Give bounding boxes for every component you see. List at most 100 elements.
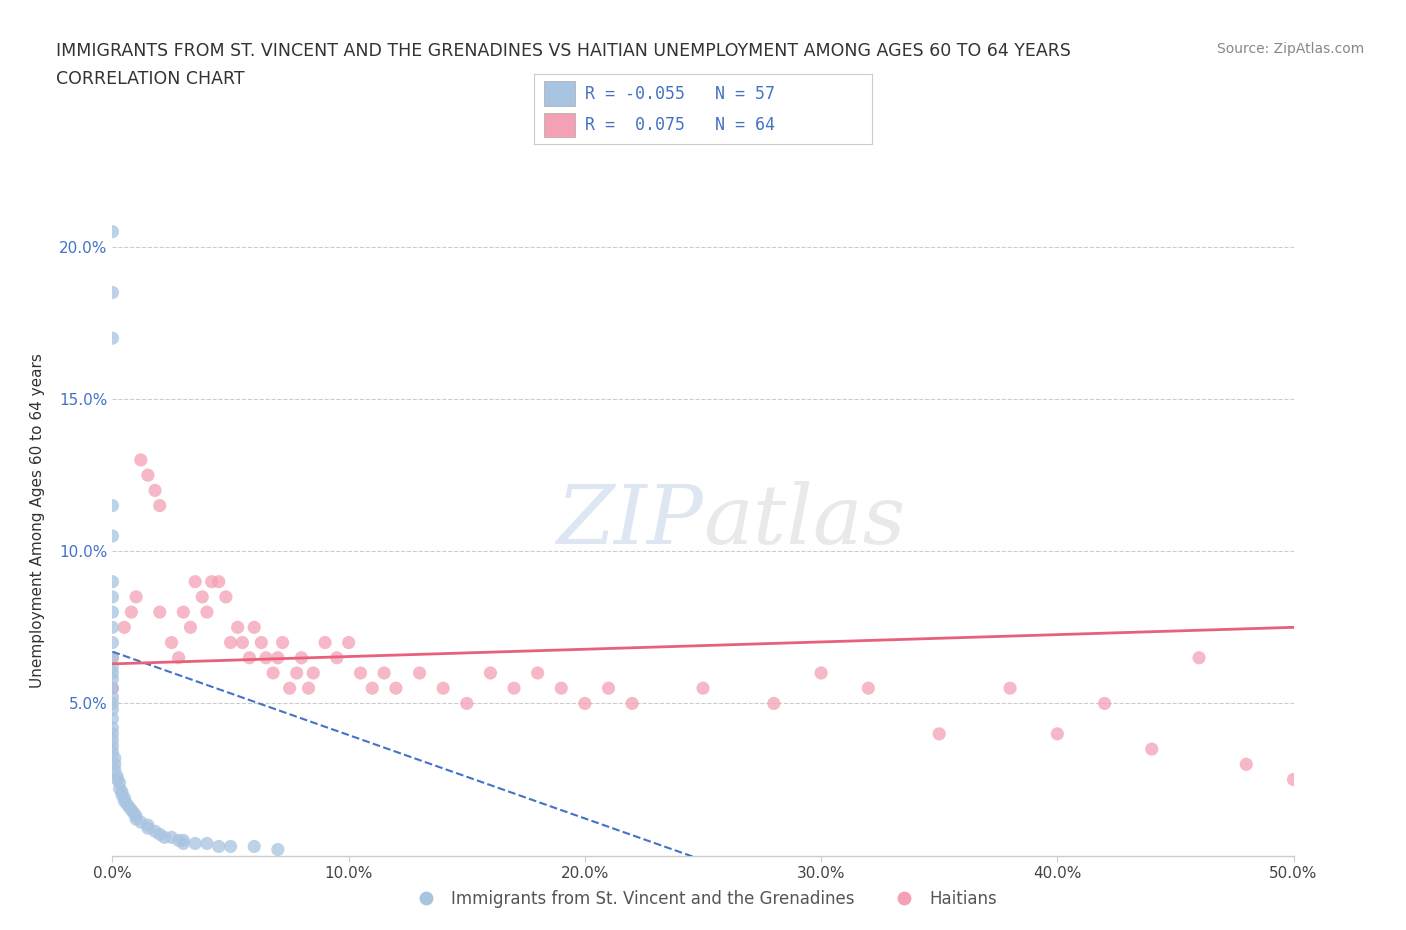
Point [858,681,880,696]
Point [250,635,273,650]
Point [101,690,124,705]
Point [101,733,124,748]
Point [101,590,124,604]
Point [262,666,284,681]
Point [267,650,290,665]
Point [231,635,253,650]
Point [153,830,176,844]
Point [105,772,128,787]
Point [278,681,301,696]
Point [172,833,194,848]
Text: IMMIGRANTS FROM ST. VINCENT AND THE GRENADINES VS HAITIAN UNEMPLOYMENT AMONG AGE: IMMIGRANTS FROM ST. VINCENT AND THE GREN… [56,42,1071,60]
Point [179,620,201,635]
Point [574,696,596,711]
Point [101,666,124,681]
Point [101,650,124,665]
Point [208,574,231,589]
Point [195,836,218,851]
Point [101,574,124,589]
Point [101,745,124,760]
Point [136,821,159,836]
Point [101,726,124,741]
Bar [544,82,575,106]
Point [160,830,183,844]
Bar [544,113,575,138]
Point [314,635,336,650]
Point [290,650,312,665]
Point [149,604,172,619]
Point [349,666,371,681]
Point [136,468,159,483]
Point [167,650,190,665]
Point [115,796,138,811]
Point [243,620,266,635]
Point [101,696,124,711]
Point [297,681,319,696]
Point [408,666,430,681]
Point [101,721,124,736]
Point [101,286,124,300]
Point [598,681,620,696]
Point [101,702,124,717]
Point [136,817,159,832]
Point [160,635,183,650]
Text: atlas: atlas [703,481,905,561]
Point [149,498,172,513]
Text: CORRELATION CHART: CORRELATION CHART [56,70,245,87]
Point [122,805,145,820]
Point [326,650,349,665]
Point [184,836,207,851]
Point [104,757,127,772]
Point [285,666,308,681]
Point [129,453,152,468]
Point [120,803,142,817]
Text: R = -0.055   N = 57: R = -0.055 N = 57 [585,85,775,102]
Point [337,635,360,650]
Point [267,842,290,857]
Point [101,671,124,686]
Point [101,738,124,753]
Point [120,604,142,619]
Point [456,696,478,711]
Point [762,696,785,711]
Point [1282,772,1305,787]
Point [195,604,218,619]
Point [1046,726,1069,741]
Point [219,635,242,650]
Point [105,769,128,784]
Point [125,812,148,827]
Point [149,827,172,842]
Point [302,666,325,681]
Point [112,793,135,808]
Point [928,726,950,741]
Point [101,498,124,513]
Point [112,790,135,805]
Point [101,659,124,674]
Text: Source: ZipAtlas.com: Source: ZipAtlas.com [1216,42,1364,56]
Point [219,839,242,854]
Point [1094,696,1116,711]
Point [129,815,152,830]
Point [1234,757,1257,772]
Point [112,620,135,635]
Point [101,650,124,665]
Point [108,781,131,796]
Point [254,650,277,665]
Point [479,666,502,681]
Point [101,711,124,726]
Point [201,574,224,589]
Point [167,833,190,848]
Point [101,620,124,635]
Point [101,604,124,619]
Point [503,681,526,696]
Point [101,528,124,543]
Text: ZIP: ZIP [557,481,703,561]
Point [172,604,194,619]
Point [998,681,1021,696]
Point [526,666,548,681]
Point [373,666,395,681]
Point [101,681,124,696]
Point [118,800,141,815]
Point [550,681,572,696]
Point [215,590,238,604]
